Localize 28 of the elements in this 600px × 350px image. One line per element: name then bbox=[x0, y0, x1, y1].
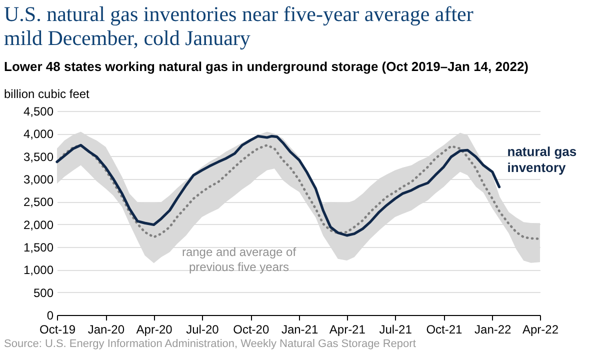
x-tick-label: Oct-19 bbox=[39, 322, 76, 336]
y-tick-label: 500 bbox=[33, 286, 54, 300]
chart-subtitle: Lower 48 states working natural gas in underground storage (Oct 2019–Jan 14, 2022) bbox=[4, 59, 529, 74]
y-tick-label: 4,000 bbox=[23, 127, 54, 142]
x-tick-label: Apr-21 bbox=[329, 322, 366, 336]
x-tick-label: Apr-22 bbox=[522, 322, 559, 336]
series-label: natural gas inventory bbox=[507, 144, 577, 175]
chart-title: U.S. natural gas inventories near five-year average after mild December, cold January bbox=[4, 2, 474, 50]
y-tick-label: 3,000 bbox=[23, 172, 54, 186]
x-tick-label: Jan-21 bbox=[281, 322, 318, 336]
y-tick-label: 3,500 bbox=[23, 150, 54, 164]
y-tick-label: 0 bbox=[46, 308, 54, 322]
y-tick-label: 2,500 bbox=[23, 195, 54, 210]
x-tick-label: Oct-21 bbox=[426, 322, 463, 336]
line-series bbox=[56, 134, 501, 237]
x-tick-label: Oct-20 bbox=[233, 322, 270, 336]
y-tick-label: 1,500 bbox=[23, 240, 54, 254]
series-label: range and average of previous five years bbox=[182, 245, 297, 274]
source-note: Source: U.S. Energy Information Administration, Weekly Natural Gas Storage Report bbox=[4, 338, 416, 350]
y-tick-label: 2,000 bbox=[23, 218, 54, 232]
x-tick-label: Jul-20 bbox=[186, 322, 220, 336]
y-tick-label: 1,000 bbox=[23, 263, 54, 278]
y-tick-label: 4,500 bbox=[23, 104, 54, 118]
x-tick-label: Jan-22 bbox=[474, 322, 512, 336]
y-axis-title: billion cubic feet bbox=[4, 87, 90, 101]
x-tick-label: Jul-21 bbox=[379, 322, 412, 336]
x-tick-label: Jan-20 bbox=[88, 322, 125, 336]
x-tick-label: Apr-20 bbox=[136, 322, 173, 336]
